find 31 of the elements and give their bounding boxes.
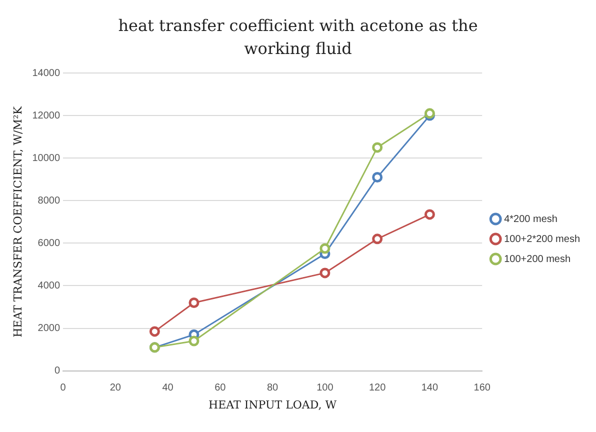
y-tick-label: 14000	[32, 68, 60, 79]
x-tick-label: 20	[110, 382, 122, 394]
y-tick-label: 0	[54, 366, 60, 377]
x-tick-label: 120	[368, 382, 386, 394]
point	[372, 172, 383, 182]
y-tick-label: 4000	[38, 280, 60, 292]
y-tick-label: 2000	[38, 323, 60, 334]
x-tick-label: 100	[316, 382, 334, 394]
y-tick-label: 12000	[32, 110, 60, 122]
x-axis-title: HEAT INPUT LOAD, W	[208, 398, 338, 412]
x-tick-label: 60	[214, 382, 226, 394]
legend-label: 100+200 mesh	[504, 254, 571, 265]
point	[320, 268, 330, 278]
point	[372, 142, 383, 153]
point	[424, 209, 435, 220]
y-tick-label: 8000	[38, 195, 60, 206]
legend-label: 100+2*200 mesh	[504, 234, 580, 245]
point	[188, 297, 200, 308]
y-tick-label: 6000	[38, 238, 60, 249]
x-tick-label: 40	[162, 382, 174, 394]
x-tick-label: 140	[421, 382, 438, 394]
chart-title: heat transfer coefficient with acetone as the working fluid	[117, 15, 479, 60]
x-tick-label: 160	[474, 382, 491, 394]
y-tick-label: 10000	[32, 152, 60, 164]
point	[320, 243, 330, 254]
y-axis-title: HEAT TRANSFER COEFFICIENT, W/M²K	[11, 106, 24, 338]
x-tick-label: 80	[266, 382, 279, 394]
point	[372, 234, 383, 244]
legend-label: 4*200 mesh	[504, 214, 558, 225]
point	[188, 336, 200, 346]
point	[149, 326, 160, 337]
